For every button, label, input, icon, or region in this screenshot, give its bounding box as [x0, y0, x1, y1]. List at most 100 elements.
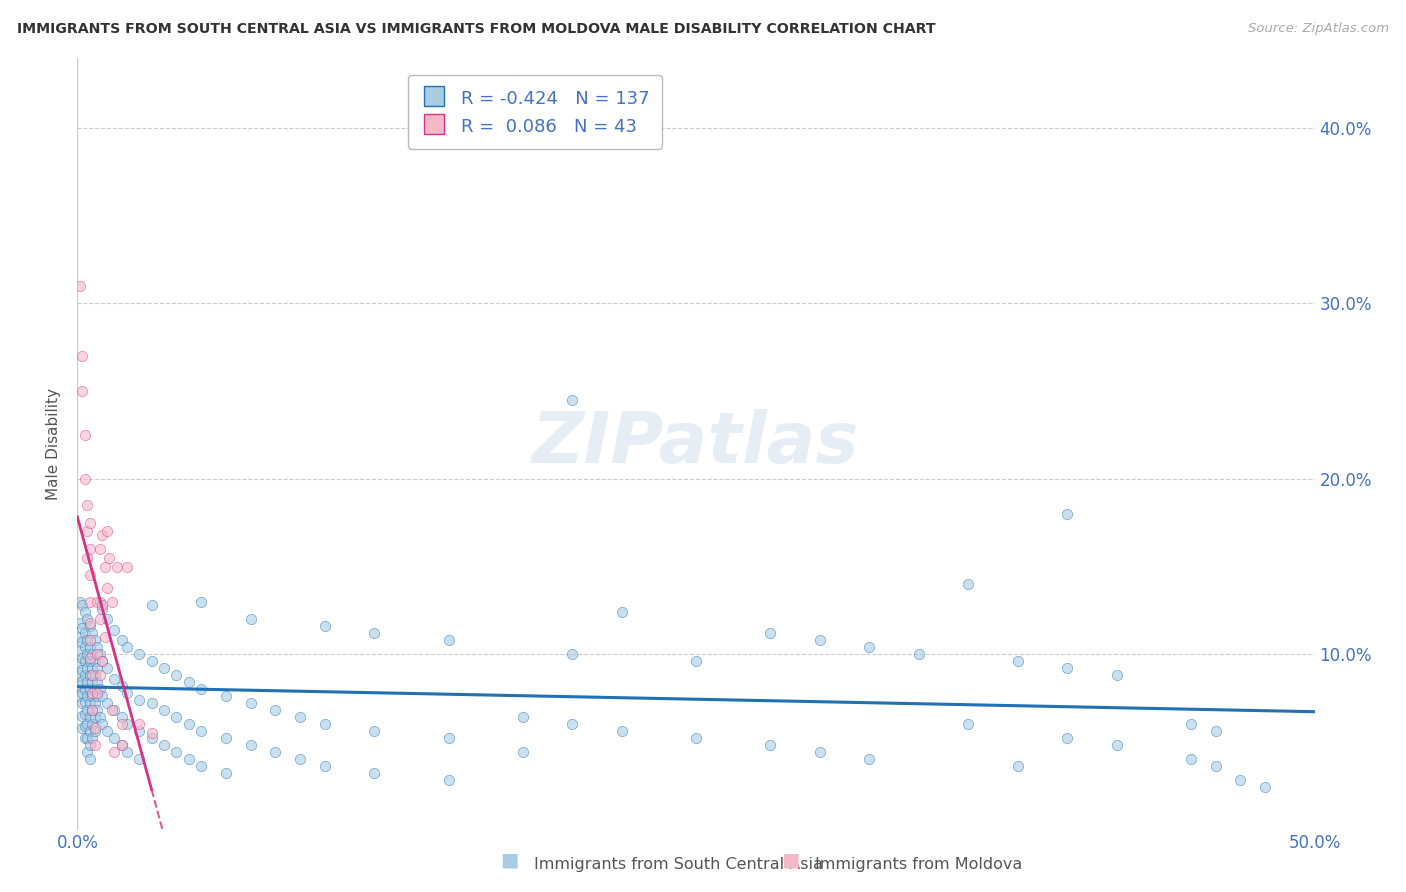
Point	[1105, 739, 1128, 753]
Point	[86, 647, 108, 661]
Point	[89, 710, 111, 724]
Point	[82, 686, 104, 700]
Point	[111, 710, 134, 724]
Point	[808, 633, 831, 648]
Point	[190, 724, 212, 739]
Point	[73, 605, 96, 619]
Point	[1105, 668, 1128, 682]
Point	[83, 710, 105, 724]
Point	[141, 654, 163, 668]
Point	[111, 633, 134, 648]
Point	[82, 703, 104, 717]
Point	[96, 661, 118, 675]
Point	[79, 640, 101, 655]
Point	[141, 726, 163, 740]
Point	[239, 739, 262, 753]
Point	[83, 633, 105, 648]
Point	[111, 679, 134, 693]
Point	[264, 703, 287, 717]
Point	[86, 686, 108, 700]
Point	[76, 550, 98, 565]
Point	[79, 633, 101, 648]
Point	[79, 724, 101, 739]
Point	[288, 752, 311, 766]
Point	[83, 739, 105, 753]
Point	[1007, 654, 1029, 668]
Point	[72, 635, 94, 649]
Point	[115, 686, 138, 700]
Point	[165, 710, 187, 724]
Point	[808, 745, 831, 759]
Point	[512, 745, 534, 759]
Point	[215, 766, 238, 780]
Point	[363, 626, 385, 640]
Point	[82, 647, 104, 661]
Point	[76, 703, 98, 717]
Point	[239, 696, 262, 710]
Legend: R = -0.424   N = 137, R =  0.086   N = 43: R = -0.424 N = 137, R = 0.086 N = 43	[408, 75, 662, 149]
Point	[907, 647, 929, 661]
Point	[76, 717, 98, 731]
Point	[72, 673, 94, 688]
Point	[115, 745, 138, 759]
Point	[101, 594, 124, 608]
Point	[685, 731, 707, 746]
Point	[79, 682, 101, 697]
Point	[363, 766, 385, 780]
Point	[82, 690, 104, 704]
Point	[73, 694, 96, 708]
Point	[83, 696, 105, 710]
Point	[153, 739, 176, 753]
Point	[115, 717, 138, 731]
Point	[1205, 759, 1227, 773]
Point	[93, 559, 115, 574]
Text: Immigrants from South Central Asia: Immigrants from South Central Asia	[534, 857, 823, 872]
Point	[1254, 780, 1277, 795]
Point	[86, 690, 108, 704]
Point	[111, 717, 134, 731]
Point	[96, 581, 118, 595]
Point	[72, 650, 94, 665]
Point	[190, 682, 212, 697]
Point	[153, 703, 176, 717]
Point	[89, 612, 111, 626]
Y-axis label: Male Disability: Male Disability	[46, 388, 62, 500]
Point	[79, 594, 101, 608]
Point	[561, 647, 583, 661]
Point	[72, 384, 94, 399]
Point	[288, 710, 311, 724]
Point	[76, 690, 98, 704]
Point	[76, 661, 98, 675]
Point	[1229, 773, 1251, 788]
Point	[103, 623, 125, 637]
Point	[957, 577, 980, 591]
Point	[82, 661, 104, 675]
Point	[69, 679, 91, 693]
Text: ■: ■	[499, 851, 519, 870]
Point	[79, 696, 101, 710]
Point	[103, 672, 125, 686]
Point	[86, 594, 108, 608]
Point	[79, 739, 101, 753]
Point	[363, 724, 385, 739]
Point	[79, 710, 101, 724]
Point	[82, 731, 104, 746]
Point	[76, 647, 98, 661]
Point	[957, 717, 980, 731]
Text: ZIPatlas: ZIPatlas	[533, 409, 859, 478]
Point	[128, 752, 150, 766]
Point	[141, 598, 163, 612]
Point	[86, 640, 108, 655]
Point	[128, 724, 150, 739]
Point	[177, 752, 200, 766]
Text: Immigrants from Moldova: Immigrants from Moldova	[815, 857, 1022, 872]
Point	[69, 594, 91, 608]
Point	[759, 739, 782, 753]
Point	[91, 528, 114, 542]
Point	[111, 739, 134, 753]
Point	[103, 731, 125, 746]
Point	[177, 717, 200, 731]
Point	[1056, 507, 1078, 521]
Point	[858, 752, 880, 766]
Point	[76, 633, 98, 648]
